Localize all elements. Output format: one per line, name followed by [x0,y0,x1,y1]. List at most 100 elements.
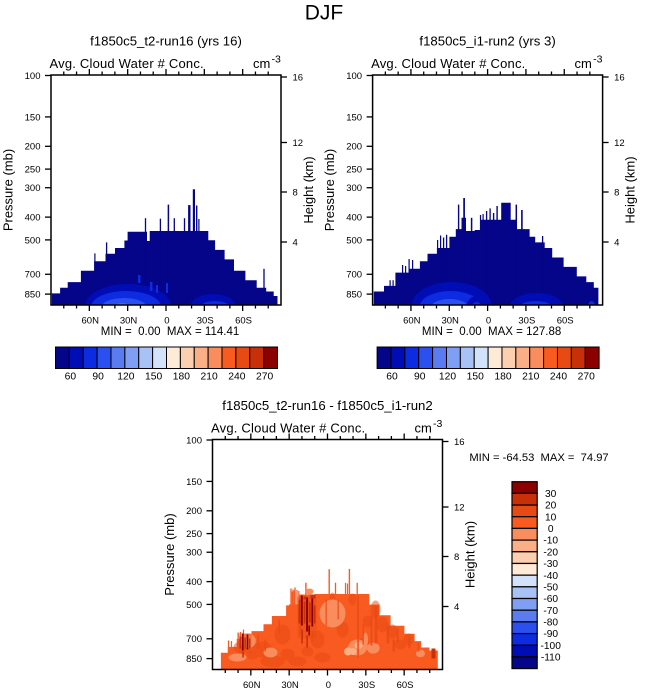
svg-text:60S: 60S [557,316,574,327]
svg-text:150: 150 [186,477,202,488]
svg-text:8: 8 [293,187,298,198]
svg-text:Pressure (mb): Pressure (mb) [162,513,177,595]
svg-text:180: 180 [173,372,190,383]
svg-text:30: 30 [545,489,557,500]
svg-text:250: 250 [25,164,41,175]
svg-text:150: 150 [467,372,484,383]
svg-text:Avg. Cloud Water # Conc.: Avg. Cloud Water # Conc. [371,56,525,71]
svg-text:100: 100 [186,435,202,446]
svg-text:DJF: DJF [305,1,344,24]
svg-text:200: 200 [186,506,202,517]
svg-text:-20: -20 [543,547,558,558]
svg-text:30N: 30N [281,680,299,691]
svg-text:10: 10 [545,512,557,523]
svg-text:100: 100 [25,71,41,82]
svg-text:210: 210 [201,372,218,383]
svg-text:-90: -90 [543,629,558,640]
svg-text:60S: 60S [397,680,414,691]
svg-text:16: 16 [614,72,625,83]
svg-text:Avg. Cloud Water # Conc.: Avg. Cloud Water # Conc. [211,421,365,436]
svg-text:-3: -3 [593,54,602,66]
svg-text:-70: -70 [543,606,558,617]
svg-text:250: 250 [186,529,202,540]
svg-text:60N: 60N [243,680,261,691]
svg-text:12: 12 [614,138,625,149]
svg-text:30S: 30S [197,316,214,327]
svg-text:60N: 60N [82,316,100,327]
svg-text:-10: -10 [543,536,558,547]
svg-text:90: 90 [414,372,426,383]
svg-text:16: 16 [293,72,304,83]
svg-text:Height (km): Height (km) [301,156,316,223]
svg-text:-50: -50 [543,582,558,593]
svg-text:150: 150 [346,112,362,123]
svg-text:Avg. Cloud Water # Conc.: Avg. Cloud Water # Conc. [50,56,204,71]
svg-text:16: 16 [454,437,465,448]
svg-text:120: 120 [117,372,134,383]
svg-text:30N: 30N [441,316,459,327]
svg-text:700: 700 [186,634,202,645]
svg-text:-110: -110 [541,653,561,664]
svg-text:8: 8 [454,552,459,563]
svg-text:120: 120 [439,372,456,383]
svg-text:f1850c5_t2-run16 - f1850c5_i1-: f1850c5_t2-run16 - f1850c5_i1-run2 [222,398,432,413]
svg-text:30S: 30S [358,680,375,691]
svg-text:MIN = 0.00 MAX = 127.88: MIN = 0.00 MAX = 127.88 [422,326,561,338]
svg-text:-40: -40 [543,571,558,582]
svg-text:cm: cm [575,56,592,71]
svg-text:-30: -30 [543,559,558,570]
svg-text:240: 240 [228,372,245,383]
svg-text:4: 4 [293,237,298,248]
svg-text:400: 400 [186,577,202,588]
svg-text:MIN = -64.53 MAX = 74.97: MIN = -64.53 MAX = 74.97 [469,452,608,464]
svg-text:500: 500 [25,235,41,246]
svg-text:4: 4 [614,237,619,248]
svg-text:cm: cm [414,421,431,436]
svg-text:700: 700 [346,270,362,281]
svg-text:210: 210 [522,372,539,383]
svg-text:200: 200 [346,142,362,153]
svg-text:4: 4 [454,602,459,613]
svg-text:20: 20 [545,501,557,512]
svg-text:400: 400 [25,213,41,224]
svg-text:300: 300 [346,183,362,194]
svg-text:Pressure (mb): Pressure (mb) [1,149,16,231]
svg-text:0: 0 [548,524,554,535]
svg-text:850: 850 [346,290,362,301]
svg-text:-60: -60 [543,594,558,605]
svg-text:30S: 30S [518,316,535,327]
svg-text:-100: -100 [541,641,562,652]
svg-text:12: 12 [293,138,304,149]
svg-text:700: 700 [25,270,41,281]
svg-text:150: 150 [25,112,41,123]
svg-text:cm: cm [253,56,270,71]
svg-text:60: 60 [386,372,398,383]
svg-text:f1850c5_i1-run2 (yrs 3): f1850c5_i1-run2 (yrs 3) [419,34,555,49]
svg-text:300: 300 [25,183,41,194]
svg-text:270: 270 [578,372,595,383]
svg-text:30N: 30N [120,316,138,327]
svg-text:0: 0 [326,680,331,691]
svg-text:850: 850 [25,290,41,301]
svg-text:100: 100 [346,71,362,82]
svg-text:8: 8 [614,187,619,198]
svg-text:90: 90 [92,372,104,383]
svg-text:270: 270 [256,372,273,383]
svg-text:0: 0 [164,316,169,327]
svg-text:Pressure (mb): Pressure (mb) [322,149,337,231]
svg-text:500: 500 [186,600,202,611]
svg-text:500: 500 [346,235,362,246]
svg-text:180: 180 [494,372,511,383]
svg-text:60S: 60S [235,316,252,327]
svg-text:-3: -3 [433,418,442,430]
svg-text:300: 300 [186,548,202,559]
svg-text:150: 150 [145,372,162,383]
svg-text:-3: -3 [272,54,281,66]
svg-text:400: 400 [346,213,362,224]
svg-text:850: 850 [186,654,202,665]
svg-text:MIN = 0.00 MAX = 114.41: MIN = 0.00 MAX = 114.41 [101,326,240,338]
svg-text:240: 240 [550,372,567,383]
svg-text:Height (km): Height (km) [623,156,638,223]
svg-text:250: 250 [346,164,362,175]
svg-text:60: 60 [65,372,77,383]
